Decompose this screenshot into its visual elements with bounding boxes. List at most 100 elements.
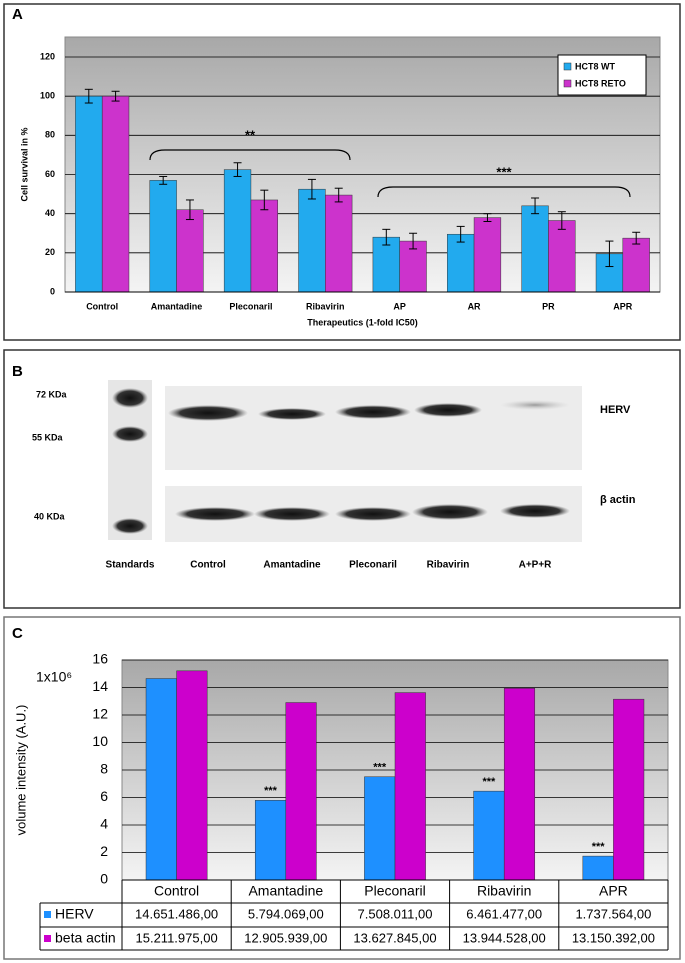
bar	[298, 188, 326, 293]
error-bar	[632, 231, 641, 245]
y-unit: 1x10⁶	[36, 669, 72, 685]
lane-label: Standards	[106, 560, 155, 571]
value-label: 6.461.477,00	[466, 906, 542, 921]
legend-swatch	[44, 935, 51, 942]
bar	[613, 698, 645, 881]
x-tick-label: AP	[393, 301, 406, 311]
annotation: **	[245, 127, 256, 142]
error-bar	[557, 211, 566, 230]
bar	[473, 790, 505, 881]
bar	[399, 240, 427, 293]
value-label: 13.150.392,00	[572, 930, 655, 945]
error-bar	[382, 228, 391, 246]
y-axis-title: Cell survival in %	[19, 127, 29, 201]
x-tick-label: Ribavirin	[306, 301, 345, 311]
bracket	[377, 186, 631, 198]
error-bar	[605, 240, 614, 268]
y-tick-label: 40	[45, 208, 55, 218]
bar	[101, 95, 130, 293]
legend-label: HERV	[55, 906, 94, 922]
x-tick-label: APR	[599, 883, 628, 899]
x-tick-label: Amantadine	[248, 883, 323, 899]
x-tick-label: Control	[154, 883, 199, 899]
x-tick-label: Amantadine	[151, 301, 203, 311]
bar	[622, 237, 650, 293]
lane-label: Amantadine	[263, 560, 321, 571]
band-label: HERV	[600, 404, 631, 416]
bar	[521, 205, 549, 293]
bar	[582, 855, 614, 881]
y-tick-label: 4	[100, 816, 108, 832]
marker-label: 72 KDa	[36, 389, 68, 399]
bar	[473, 217, 502, 293]
error-bar	[483, 213, 492, 222]
error-bar	[185, 199, 194, 221]
bracket	[149, 149, 351, 161]
x-tick-label: Pleconaril	[229, 301, 272, 311]
legend-swatch	[563, 62, 572, 71]
bar	[75, 95, 103, 293]
value-label: 15.211.975,00	[136, 930, 218, 945]
error-bar	[531, 197, 540, 215]
panel-b-frame	[3, 349, 681, 609]
y-tick-label: 60	[45, 169, 55, 179]
y-tick-label: 80	[45, 130, 55, 140]
y-tick-label: 0	[100, 871, 108, 887]
panel-label: A	[12, 6, 23, 23]
value-label: 13.944.528,00	[463, 930, 546, 945]
y-tick-label: 14	[92, 678, 108, 694]
error-bar	[307, 178, 316, 200]
bar	[285, 702, 317, 881]
error-bar	[260, 189, 269, 211]
bar	[223, 169, 252, 293]
x-tick-label: Control	[86, 301, 118, 311]
panel-a-frame	[3, 3, 681, 341]
y-tick-label: 20	[45, 247, 55, 257]
legend-label: HCT8 WT	[575, 61, 615, 71]
panel-label: C	[12, 625, 23, 642]
bar	[254, 800, 287, 881]
error-bar	[409, 232, 418, 250]
blot-image	[108, 380, 582, 542]
band-label: β actin	[600, 494, 636, 506]
y-tick-label: 120	[40, 51, 55, 61]
legend-swatch	[44, 911, 51, 918]
significance-label: ***	[264, 785, 278, 797]
panel-c-frame	[3, 616, 681, 960]
error-bar	[334, 187, 343, 203]
lane-label: Control	[190, 560, 226, 571]
legend-label: HCT8 RETO	[575, 78, 626, 88]
bar	[176, 209, 204, 293]
y-tick-label: 12	[92, 706, 108, 722]
marker-label: 55 KDa	[32, 432, 64, 442]
x-tick-label: AR	[468, 301, 481, 311]
value-label: 13.627.845,00	[353, 930, 436, 945]
significance-label: ***	[482, 776, 496, 788]
y-tick-label: 8	[100, 761, 108, 777]
annotation: ***	[496, 164, 512, 179]
value-label: 7.508.011,00	[358, 906, 433, 921]
x-tick-label: Pleconaril	[364, 883, 425, 899]
panel-label: B	[12, 363, 23, 380]
lane-label: Pleconaril	[349, 560, 397, 571]
lane-label: A+P+R	[519, 560, 553, 571]
error-bar	[159, 175, 168, 185]
y-tick-label: 16	[92, 651, 108, 667]
error-bar	[111, 90, 120, 102]
significance-label: ***	[592, 841, 606, 853]
bar	[325, 194, 353, 293]
bar	[447, 233, 475, 293]
y-tick-label: 6	[100, 788, 108, 804]
value-label: 14.651.486,00	[135, 906, 218, 921]
marker-label: 40 KDa	[34, 511, 66, 521]
bar	[503, 688, 536, 881]
bar	[145, 678, 177, 881]
value-label: 12.905.939,00	[244, 930, 327, 945]
bar	[176, 670, 208, 881]
bar	[364, 776, 396, 881]
x-tick-label: APR	[613, 301, 633, 311]
error-bar	[456, 225, 465, 243]
bar	[149, 180, 177, 293]
bar	[372, 236, 400, 293]
